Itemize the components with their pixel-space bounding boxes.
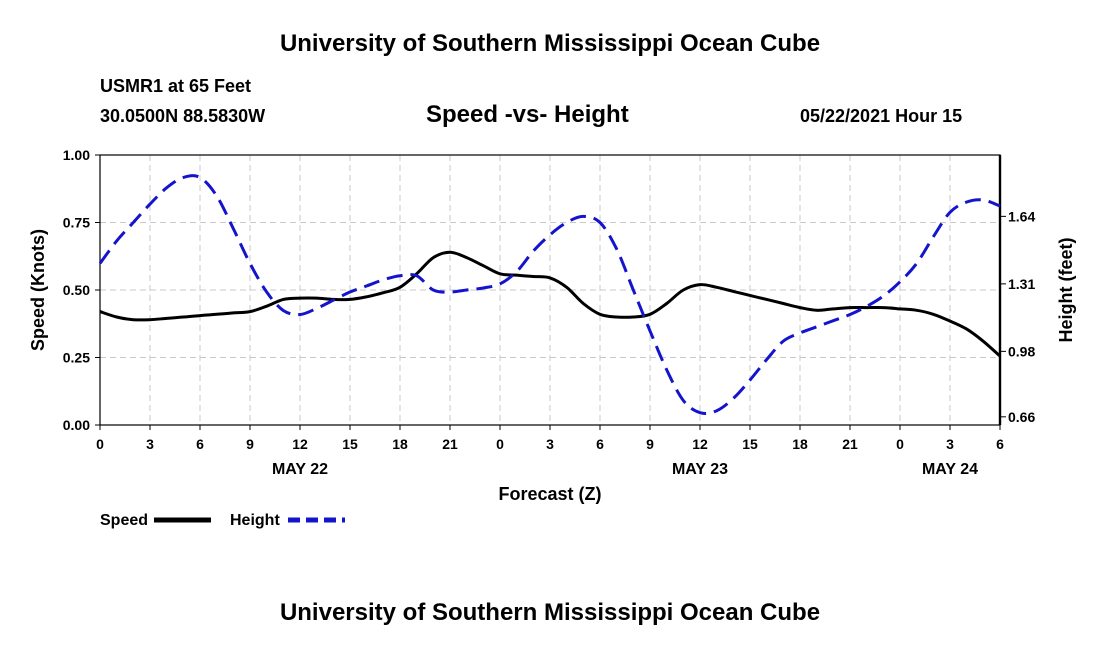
x-axis-title: Forecast (Z): [498, 484, 601, 504]
y-right-tick-label: 0.66: [1008, 409, 1035, 425]
series-layer: [98, 174, 1001, 415]
y-right-tick-label: 1.64: [1008, 208, 1035, 224]
x-tick-label: 3: [946, 436, 954, 452]
legend-label-speed: Speed: [100, 512, 148, 529]
date-label: MAY 23: [672, 461, 728, 478]
y-right-axis-title: Height (feet): [1056, 238, 1076, 343]
chart-title: Speed -vs- Height: [426, 101, 629, 128]
date-label: MAY 24: [922, 461, 978, 478]
coordinates-label: 30.0500N 88.5830W: [100, 106, 266, 126]
x-tick-label: 3: [146, 436, 154, 452]
x-tick-label: 3: [546, 436, 554, 452]
axes-layer: [95, 154, 1006, 430]
x-tick-label: 18: [392, 436, 408, 452]
series-line-speed: [99, 250, 1001, 358]
y-left-tick-label: 0.75: [63, 215, 90, 231]
date-label: MAY 22: [272, 461, 328, 478]
grid-layer: [100, 155, 1000, 425]
labels-layer: 0 3 6 9 12 15 18 21 0 3 6 9 12 15 18 21 0 3 6 MAY 22 MAY 23 M…: [28, 147, 1076, 504]
x-tick-label: 6: [996, 436, 1004, 452]
station-label: USMR1 at 65 Feet: [100, 76, 252, 96]
x-tick-label: 18: [792, 436, 808, 452]
x-tick-label: 9: [646, 436, 654, 452]
y-left-tick-label: 0.00: [63, 417, 90, 433]
x-tick-label: 21: [442, 436, 458, 452]
y-right-tick-label: 0.98: [1008, 343, 1035, 359]
y-right-tick-label: 1.31: [1008, 276, 1035, 292]
legend: Speed Height: [100, 512, 345, 529]
y-left-tick-label: 1.00: [63, 147, 90, 163]
x-tick-label: 0: [96, 436, 104, 452]
y-left-tick-label: 0.25: [63, 350, 90, 366]
x-tick-label: 6: [596, 436, 604, 452]
x-tick-label: 0: [896, 436, 904, 452]
footer-title: University of Southern Mississippi Ocean…: [279, 599, 821, 626]
forecast-datetime: 05/22/2021 Hour 15: [800, 106, 963, 126]
series-line-height: [98, 174, 1001, 415]
x-tick-label: 12: [692, 436, 708, 452]
legend-label-height: Height: [230, 512, 280, 529]
x-tick-label: 12: [292, 436, 308, 452]
page-title: University of Southern Mississippi Ocean…: [279, 30, 821, 57]
y-left-tick-label: 0.50: [63, 282, 90, 298]
x-tick-label: 6: [196, 436, 204, 452]
x-tick-label: 0: [496, 436, 504, 452]
x-tick-label: 15: [342, 436, 358, 452]
x-tick-label: 21: [842, 436, 858, 452]
x-tick-label: 9: [246, 436, 254, 452]
x-tick-label: 15: [742, 436, 758, 452]
y-left-axis-title: Speed (Knots): [28, 229, 48, 351]
